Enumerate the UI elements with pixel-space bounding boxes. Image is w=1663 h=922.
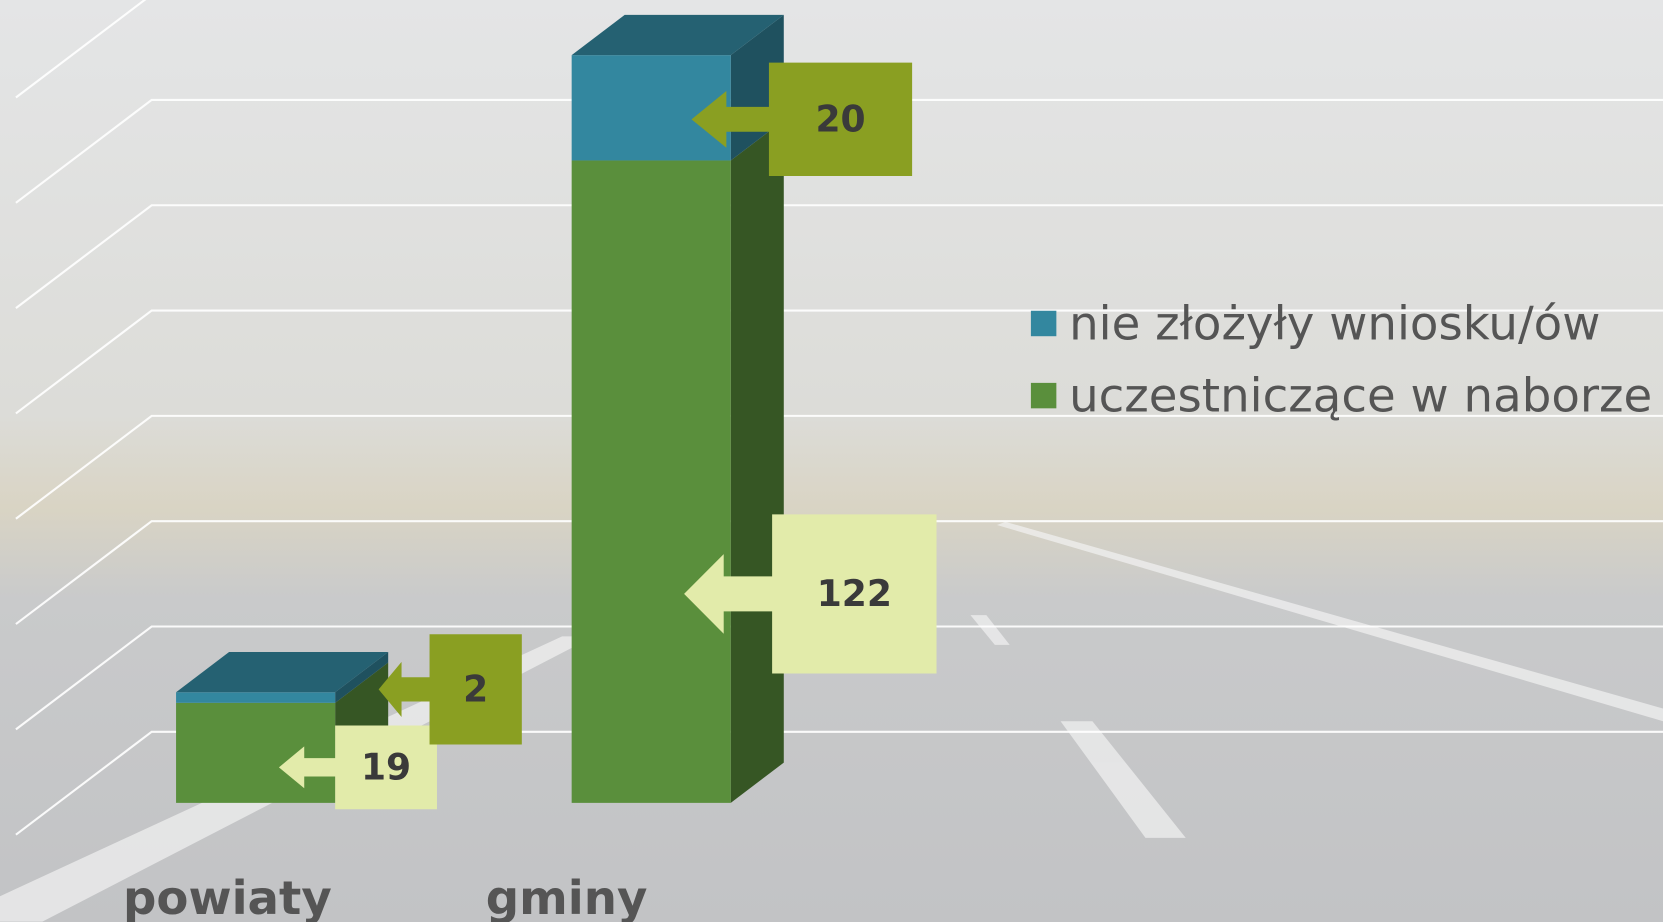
data-label: 19 xyxy=(361,746,411,788)
data-label: 122 xyxy=(817,573,892,615)
bar xyxy=(176,702,336,803)
bar-side xyxy=(335,651,389,703)
x-tick-label: powiaty xyxy=(123,872,332,922)
data-label: 20 xyxy=(815,98,865,140)
data-label: 2 xyxy=(463,669,488,711)
grid-line xyxy=(15,414,1663,520)
grid-line xyxy=(15,730,1663,836)
legend-swatch xyxy=(1030,382,1057,409)
x-tick-label: gminy xyxy=(486,872,648,922)
label-callout xyxy=(691,62,913,177)
grid-line xyxy=(15,98,1663,204)
bar-side xyxy=(730,120,784,803)
bar xyxy=(571,55,731,161)
bar xyxy=(176,692,336,703)
label-callout xyxy=(684,514,937,674)
grid-line xyxy=(15,309,1663,415)
grid-line xyxy=(15,204,1663,309)
bar xyxy=(571,160,731,803)
legend-label: uczestniczące w naborze xyxy=(1069,370,1652,424)
bar-top xyxy=(176,651,389,693)
label-callout xyxy=(278,725,437,810)
grid-line xyxy=(15,0,147,99)
bar-top xyxy=(571,14,784,56)
grid-line xyxy=(15,625,1663,731)
grid-line xyxy=(15,520,1663,625)
legend-swatch xyxy=(1030,310,1057,337)
label-callout xyxy=(378,634,522,745)
legend-label: nie złożyły wniosku/ów xyxy=(1069,297,1600,351)
